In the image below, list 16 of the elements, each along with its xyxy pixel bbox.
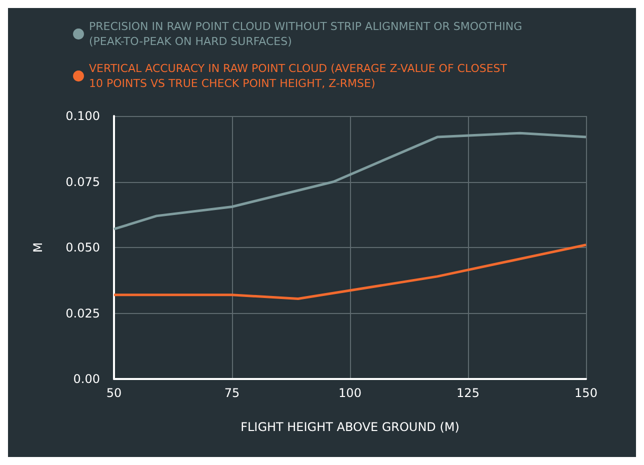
legend-label: PRECISION IN RAW POINT CLOUD WITHOUT STRIP ALIGNMENT OR SMOOTHING (PEAK-TO-PEAK ON HARD SURFACES) <box>89 20 522 48</box>
line-series <box>112 132 588 230</box>
y-tick-label: 0.050 <box>66 240 100 254</box>
line-series <box>112 244 588 300</box>
x-axis-title: FLIGHT HEIGHT ABOVE GROUND (M) <box>240 420 460 434</box>
y-tick-label: 0.075 <box>66 174 100 189</box>
x-tick-label: 100 <box>338 386 362 400</box>
y-tick-label: 0.00 <box>73 372 100 386</box>
x-tick-label: 50 <box>106 386 122 400</box>
y-axis-title: M <box>31 242 45 253</box>
x-tick-label: 75 <box>224 386 240 400</box>
y-tick-label: 0.100 <box>66 109 100 123</box>
y-tick-label: 0.025 <box>66 306 100 320</box>
x-tick-label: 150 <box>574 386 598 400</box>
x-tick-label: 125 <box>456 386 480 400</box>
legend-label: VERTICAL ACCURACY IN RAW POINT CLOUD (AVERAGE Z-VALUE OF CLOSEST 10 POINTS VS TRUE CHECK POINT HEIGHT, Z-RMSE) <box>89 62 508 90</box>
